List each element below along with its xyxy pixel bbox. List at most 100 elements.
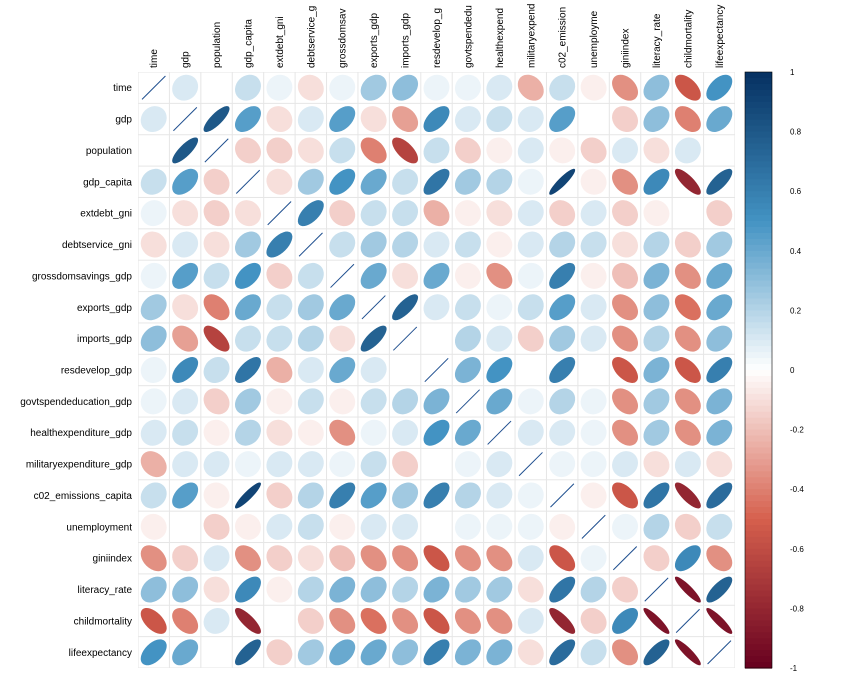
matrix-cell bbox=[327, 229, 358, 260]
matrix-cell bbox=[704, 637, 735, 668]
matrix-cell bbox=[138, 605, 169, 637]
correlation-ellipse bbox=[674, 388, 701, 415]
correlation-ellipse bbox=[234, 294, 261, 321]
colorbar-segment bbox=[745, 286, 772, 294]
matrix-cell bbox=[452, 103, 484, 135]
correlation-ellipse bbox=[517, 357, 544, 383]
colorbar-segment bbox=[745, 322, 772, 329]
matrix-cell bbox=[295, 292, 327, 323]
correlation-ellipse bbox=[706, 262, 733, 289]
correlation-ellipse bbox=[517, 639, 544, 666]
matrix-cell bbox=[515, 72, 546, 103]
matrix-cell bbox=[704, 354, 735, 386]
matrix-cell bbox=[201, 229, 232, 260]
colorbar-segment bbox=[745, 143, 772, 151]
colorbar-segment bbox=[745, 423, 772, 431]
matrix-cell bbox=[327, 197, 358, 229]
matrix-cell bbox=[295, 229, 327, 260]
matrix-cell bbox=[484, 637, 515, 668]
matrix-cell bbox=[672, 605, 704, 637]
matrix-cell bbox=[484, 323, 515, 354]
correlation-ellipse bbox=[234, 513, 261, 540]
colorbar-segment bbox=[745, 650, 772, 657]
correlation-ellipse bbox=[360, 388, 387, 415]
correlation-ellipse bbox=[517, 74, 544, 101]
correlation-ellipse bbox=[203, 168, 230, 195]
correlation-ellipse bbox=[706, 294, 733, 321]
correlation-ellipse bbox=[140, 607, 167, 634]
matrix-cell bbox=[201, 574, 232, 605]
correlation-ellipse bbox=[172, 231, 199, 258]
correlation-ellipse bbox=[203, 545, 230, 572]
correlation-ellipse bbox=[517, 200, 544, 227]
column-label: exports_gdp bbox=[369, 13, 380, 68]
colorbar-segment bbox=[745, 203, 772, 210]
correlation-ellipse bbox=[706, 231, 733, 258]
colorbar-segment bbox=[745, 656, 772, 663]
correlation-ellipse bbox=[360, 607, 387, 634]
correlation-ellipse bbox=[612, 106, 639, 133]
matrix-cell bbox=[169, 480, 201, 511]
matrix-cell bbox=[389, 605, 421, 637]
matrix-cell bbox=[389, 135, 421, 166]
colorbar-segment bbox=[745, 393, 772, 401]
colorbar-segment bbox=[745, 370, 772, 377]
matrix-cell bbox=[295, 260, 327, 292]
row-label: gdp bbox=[115, 115, 132, 126]
matrix-cell bbox=[484, 480, 515, 511]
correlation-ellipse bbox=[580, 545, 607, 572]
correlation-ellipse bbox=[643, 137, 670, 164]
correlation-ellipse bbox=[140, 639, 167, 666]
correlation-ellipse bbox=[423, 106, 450, 133]
matrix-cell bbox=[484, 354, 515, 386]
matrix-cell bbox=[578, 448, 609, 480]
column-label: population bbox=[212, 22, 223, 68]
correlation-ellipse bbox=[140, 513, 167, 540]
correlation-ellipse bbox=[234, 106, 261, 133]
matrix-cell bbox=[704, 511, 735, 543]
matrix-cell bbox=[609, 103, 641, 135]
matrix-cell bbox=[421, 417, 452, 448]
correlation-ellipse bbox=[643, 262, 670, 289]
correlation-ellipse bbox=[234, 451, 261, 478]
matrix-cell bbox=[169, 543, 201, 574]
correlation-ellipse bbox=[297, 576, 324, 603]
matrix-cell bbox=[578, 637, 609, 668]
matrix-cell bbox=[704, 229, 735, 260]
matrix-cell bbox=[169, 511, 201, 543]
matrix-cell bbox=[609, 354, 641, 386]
correlation-ellipse bbox=[674, 357, 701, 383]
matrix-cell bbox=[484, 260, 515, 292]
matrix-cell bbox=[201, 135, 232, 166]
matrix-cell bbox=[578, 511, 609, 543]
correlation-ellipse bbox=[203, 513, 230, 540]
correlation-ellipse bbox=[549, 607, 576, 634]
matrix-cell bbox=[138, 103, 169, 135]
diagonal-line bbox=[173, 107, 198, 132]
correlation-ellipse bbox=[612, 576, 639, 603]
correlation-ellipse bbox=[580, 294, 607, 321]
correlation-ellipse bbox=[360, 576, 387, 603]
correlation-ellipse bbox=[454, 137, 481, 164]
matrix-cell bbox=[515, 166, 546, 197]
correlation-ellipse bbox=[203, 231, 230, 258]
correlation-ellipse bbox=[706, 325, 733, 352]
matrix-cell bbox=[421, 511, 452, 543]
correlation-ellipse bbox=[549, 325, 576, 352]
matrix-cell bbox=[295, 197, 327, 229]
correlation-ellipse bbox=[360, 513, 387, 540]
matrix-cell bbox=[264, 197, 295, 229]
correlation-ellipse bbox=[266, 451, 293, 478]
colorbar-segment bbox=[745, 209, 772, 216]
correlation-ellipse bbox=[486, 106, 513, 133]
correlation-ellipse bbox=[643, 168, 670, 195]
matrix-cell bbox=[546, 386, 578, 417]
matrix-cell bbox=[138, 574, 169, 605]
correlation-ellipse bbox=[329, 74, 356, 101]
correlation-ellipse bbox=[580, 262, 607, 289]
correlation-ellipse bbox=[643, 200, 670, 227]
correlation-ellipse bbox=[266, 231, 293, 258]
matrix-cell bbox=[138, 637, 169, 668]
matrix-cell bbox=[201, 354, 232, 386]
correlation-ellipse bbox=[392, 388, 419, 415]
